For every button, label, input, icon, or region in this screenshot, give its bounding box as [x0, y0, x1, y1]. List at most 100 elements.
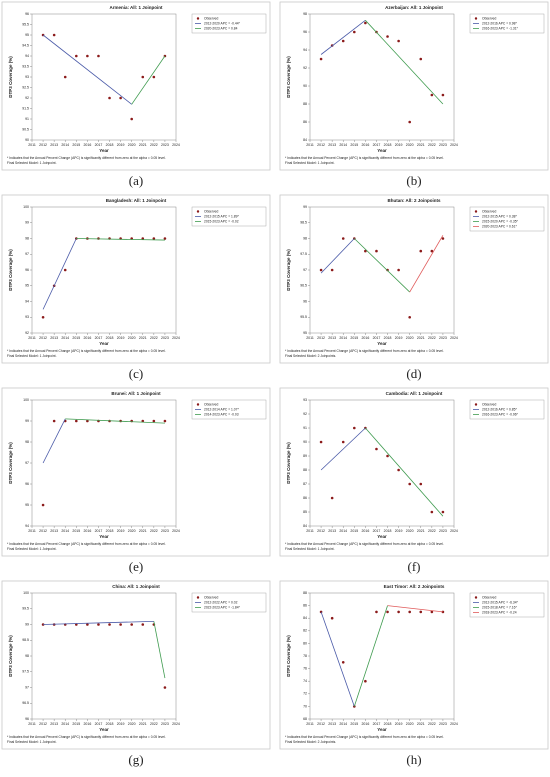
y-tick-label: 91	[25, 117, 29, 121]
x-tick-label: 2020	[128, 529, 136, 533]
observed-point	[430, 510, 434, 514]
x-tick-label: 2012	[317, 143, 325, 147]
observed-point	[397, 468, 400, 472]
joinpoint-segment	[387, 605, 443, 613]
x-axis-label: Year	[377, 534, 387, 539]
legend-label: Observed	[204, 209, 218, 213]
legend-label: Observed	[482, 402, 496, 406]
footnote: Final Selected Model: 1 Joinpoint.	[7, 354, 57, 358]
x-tick-label: 2022	[428, 143, 436, 147]
x-tick-label: 2015	[350, 529, 358, 533]
legend-label: 2015-2018 APC = 7.16*	[482, 605, 517, 609]
y-tick-label: 92	[25, 96, 29, 100]
observed-point	[319, 268, 323, 272]
legend-label: 2022-2023 APC = -1.84*	[204, 605, 241, 609]
x-tick-label: 2011	[306, 722, 314, 726]
legend-box	[469, 13, 545, 34]
x-tick-label: 2014	[61, 722, 69, 726]
legend-label: 2016-2023 APC = -0.96*	[482, 412, 519, 416]
y-tick-label: 85	[303, 510, 307, 514]
plot-area	[309, 399, 455, 527]
y-tick-label: 96	[25, 717, 29, 721]
y-tick-label: 92	[303, 66, 307, 70]
x-tick-label: 2013	[328, 143, 336, 147]
observed-point	[141, 419, 145, 423]
observed-point	[41, 503, 45, 507]
y-tick-label: 74	[303, 679, 307, 683]
y-tick-label: 96	[25, 482, 29, 486]
observed-point	[330, 616, 334, 620]
joinpoint-segment	[42, 34, 132, 105]
x-tick-label: 2022	[150, 143, 158, 147]
x-tick-label: 2018	[106, 336, 114, 340]
y-tick-label: 99	[25, 622, 29, 626]
x-tick-label: 2017	[95, 336, 103, 340]
observed-point	[441, 610, 445, 614]
legend-label: 2012-2022 APC = 0.02	[204, 600, 238, 604]
y-tick-label: 97	[25, 685, 29, 689]
observed-point	[163, 237, 167, 240]
x-tick-label: 2020	[406, 529, 414, 533]
x-tick-label: 2014	[61, 529, 69, 533]
x-tick-label: 2024	[450, 336, 458, 340]
y-tick-label: 82	[303, 629, 307, 633]
observed-point	[52, 419, 56, 423]
x-tick-label: 2014	[61, 336, 69, 340]
observed-point	[141, 75, 145, 79]
x-tick-label: 2018	[106, 722, 114, 726]
y-tick-label: 96	[303, 299, 307, 303]
y-tick-label: 97	[303, 268, 307, 272]
legend-marker	[474, 17, 478, 20]
observed-point	[341, 237, 345, 240]
x-tick-label: 2023	[439, 529, 447, 533]
x-tick-label: 2014	[339, 722, 347, 726]
observed-point	[430, 249, 434, 253]
observed-point	[419, 57, 423, 61]
panel-label: (f)	[408, 559, 421, 574]
x-tick-label: 2024	[172, 529, 180, 533]
x-tick-label: 2021	[417, 529, 425, 533]
y-tick-label: 93	[303, 398, 307, 402]
legend-label: Observed	[482, 16, 496, 20]
legend-label: 2015-2023 APC = -0.02	[204, 219, 239, 223]
observed-point	[130, 117, 133, 121]
chart-title: Cambodia: All: 1 Joinpoint	[386, 391, 443, 396]
y-tick-label: 90	[303, 440, 307, 444]
y-tick-label: 92	[303, 412, 307, 416]
legend-marker	[196, 17, 200, 20]
observed-point	[375, 249, 378, 253]
x-tick-label: 2021	[139, 143, 147, 147]
legend-label: 2012-2020 APC = -0.44*	[204, 21, 241, 25]
footnote: Final Selected Model: 1 Joinpoint.	[285, 161, 335, 165]
y-tick-label: 86	[303, 496, 307, 500]
joinpoint-segment	[65, 418, 165, 424]
legend-marker	[196, 210, 200, 213]
x-tick-label: 2018	[384, 143, 392, 147]
footnote: Final Selected Model: 1 Joinpoint.	[7, 740, 57, 744]
x-tick-label: 2023	[439, 143, 447, 147]
y-tick-label: 89	[303, 454, 307, 458]
x-tick-label: 2016	[83, 529, 91, 533]
panel-label: (b)	[406, 173, 421, 188]
x-tick-label: 2019	[395, 336, 403, 340]
y-axis-label: DTP3 Coverage (%)	[286, 56, 291, 98]
observed-point	[86, 623, 89, 626]
x-tick-label: 2019	[395, 722, 403, 726]
x-tick-label: 2013	[50, 336, 58, 340]
observed-point	[341, 440, 345, 444]
observed-point	[97, 623, 100, 626]
y-tick-label: 68	[303, 717, 307, 721]
footnote: Final Selected Model: 1 Joinpoint.	[285, 547, 335, 551]
observed-point	[75, 54, 78, 58]
observed-point	[330, 268, 334, 272]
x-tick-label: 2023	[439, 336, 447, 340]
legend-marker	[474, 210, 478, 213]
y-tick-label: 98	[303, 236, 307, 240]
observed-point	[408, 120, 411, 124]
observed-point	[41, 315, 45, 319]
observed-point	[130, 623, 133, 626]
legend-label: 2012-2015 APC = -6.34*	[482, 600, 519, 604]
x-tick-label: 2014	[339, 336, 347, 340]
legend-label: 2016-2023 APC = -1.31*	[482, 26, 519, 30]
legend-label: 2012-2015 APC = 0.38*	[482, 214, 517, 218]
